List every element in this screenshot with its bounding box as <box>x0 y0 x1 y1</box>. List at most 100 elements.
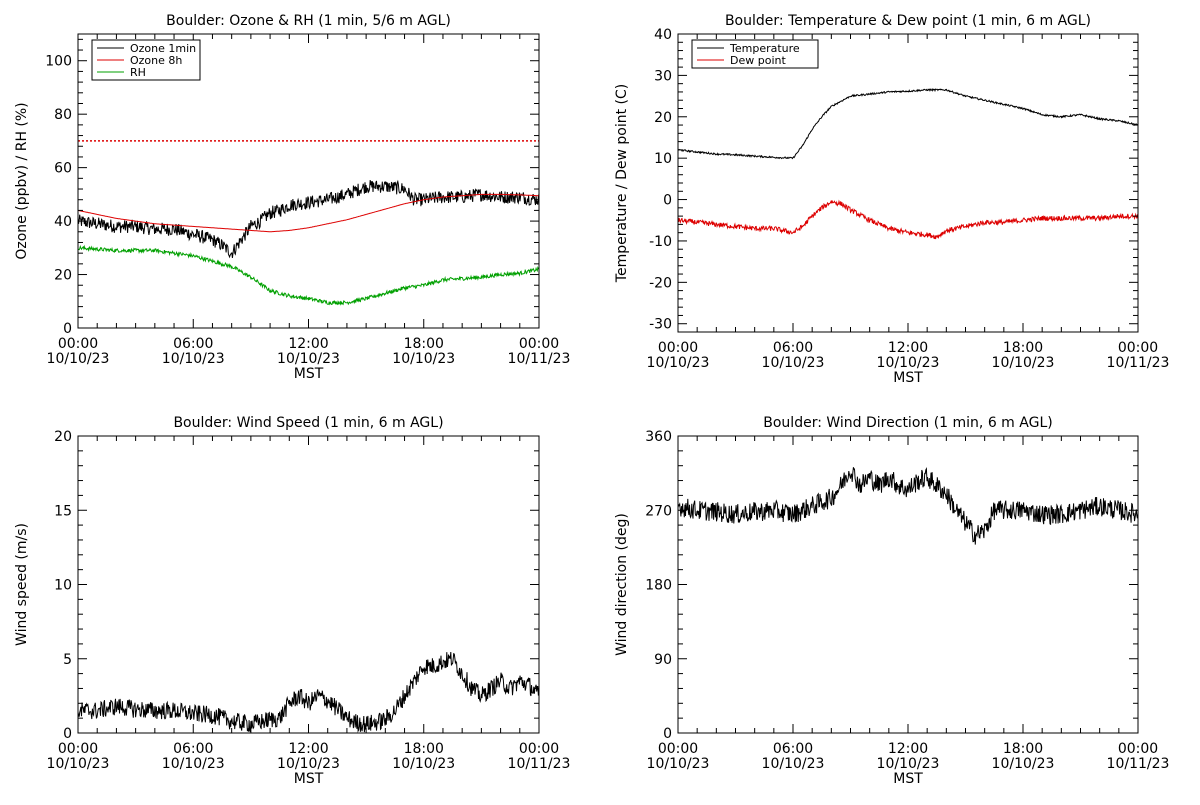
y-tick-label: 0 <box>663 726 672 742</box>
x-tick-date-label: 10/10/23 <box>992 756 1055 772</box>
x-axis-label: MST <box>294 366 324 382</box>
x-tick-date-label: 10/10/23 <box>162 756 225 772</box>
x-axis-label: MST <box>893 771 923 787</box>
x-tick-time-label: 00:00 <box>58 336 98 352</box>
y-tick-label: 0 <box>63 321 72 337</box>
x-tick-date-label: 10/11/23 <box>508 351 571 367</box>
x-tick-date-label: 10/10/23 <box>392 756 455 772</box>
y-tick-label: 20 <box>54 429 72 445</box>
y-tick-label: 15 <box>54 503 72 519</box>
x-axis-label: MST <box>893 370 923 386</box>
y-tick-label: -30 <box>649 317 672 333</box>
y-tick-label: 60 <box>54 161 72 177</box>
y-tick-label: 100 <box>45 54 72 70</box>
x-tick-date-label: 10/10/23 <box>762 355 825 371</box>
x-tick-time-label: 12:00 <box>888 340 928 356</box>
x-tick-time-label: 06:00 <box>773 340 813 356</box>
x-tick-time-label: 18:00 <box>1003 340 1043 356</box>
y-tick-label: 40 <box>654 27 672 43</box>
series-line-ozone-1min <box>78 179 539 259</box>
x-axis-label: MST <box>294 771 324 787</box>
y-tick-label: 10 <box>654 151 672 167</box>
y-tick-label: 0 <box>663 193 672 209</box>
x-tick-time-label: 18:00 <box>1003 741 1043 757</box>
y-tick-label: 90 <box>654 652 672 668</box>
y-tick-label: 80 <box>54 107 72 123</box>
x-tick-time-label: 00:00 <box>519 336 559 352</box>
x-tick-date-label: 10/11/23 <box>1107 756 1170 772</box>
legend-label: RH <box>130 66 146 79</box>
x-tick-date-label: 10/10/23 <box>162 351 225 367</box>
x-tick-time-label: 12:00 <box>288 336 328 352</box>
y-tick-label: 180 <box>645 578 672 594</box>
x-tick-date-label: 10/10/23 <box>647 355 710 371</box>
x-tick-date-label: 10/10/23 <box>277 756 340 772</box>
legend-label: Ozone 1min <box>130 42 196 55</box>
x-tick-date-label: 10/10/23 <box>877 355 940 371</box>
chart-title: Boulder: Ozone & RH (1 min, 5/6 m AGL) <box>166 13 451 29</box>
x-tick-date-label: 10/10/23 <box>47 351 110 367</box>
series-line-ozone-8h <box>78 193 539 233</box>
legend-label: Dew point <box>730 54 786 67</box>
x-tick-date-label: 10/11/23 <box>508 756 571 772</box>
plot-frame <box>677 435 1139 734</box>
series-line-1 <box>78 651 539 733</box>
x-tick-time-label: 06:00 <box>773 741 813 757</box>
y-tick-label: 270 <box>645 503 672 519</box>
y-tick-label: -20 <box>649 275 672 291</box>
x-tick-date-label: 10/10/23 <box>277 351 340 367</box>
x-tick-date-label: 10/11/23 <box>1107 355 1170 371</box>
y-tick-label: 10 <box>54 578 72 594</box>
series-line-dew-point <box>678 199 1138 240</box>
x-tick-time-label: 00:00 <box>519 741 559 757</box>
chart-title: Boulder: Wind Direction (1 min, 6 m AGL) <box>763 415 1052 431</box>
x-tick-time-label: 18:00 <box>404 741 444 757</box>
x-tick-date-label: 10/10/23 <box>392 351 455 367</box>
y-axis-label: Temperature / Dew point (C) <box>614 84 630 283</box>
series-line-temperature <box>678 87 1138 160</box>
chart-title: Boulder: Wind Speed (1 min, 6 m AGL) <box>173 415 443 431</box>
x-tick-date-label: 10/10/23 <box>47 756 110 772</box>
chart-panel-4 <box>677 435 1139 734</box>
x-tick-time-label: 18:00 <box>404 336 444 352</box>
x-tick-time-label: 06:00 <box>173 741 213 757</box>
x-tick-time-label: 00:00 <box>1118 741 1158 757</box>
x-tick-time-label: 00:00 <box>658 741 698 757</box>
x-tick-time-label: 12:00 <box>888 741 928 757</box>
chart-title: Boulder: Temperature & Dew point (1 min,… <box>725 13 1091 29</box>
plot-frame <box>77 435 540 734</box>
y-tick-label: 5 <box>63 652 72 668</box>
x-tick-time-label: 00:00 <box>58 741 98 757</box>
y-tick-label: 0 <box>63 726 72 742</box>
y-axis-label: Wind speed (m/s) <box>14 523 30 646</box>
x-tick-time-label: 06:00 <box>173 336 213 352</box>
series-line-1 <box>678 466 1138 545</box>
legend-label: Temperature <box>729 42 800 55</box>
y-tick-label: 20 <box>54 268 72 284</box>
x-tick-date-label: 10/10/23 <box>992 355 1055 371</box>
y-tick-label: 360 <box>645 429 672 445</box>
x-tick-date-label: 10/10/23 <box>762 756 825 772</box>
y-tick-label: 40 <box>54 214 72 230</box>
legend-box <box>691 39 819 69</box>
series-line-rh <box>78 244 539 306</box>
y-tick-label: 30 <box>654 68 672 84</box>
x-tick-time-label: 00:00 <box>658 340 698 356</box>
x-tick-date-label: 10/10/23 <box>647 756 710 772</box>
x-tick-time-label: 00:00 <box>1118 340 1158 356</box>
y-tick-label: -10 <box>649 234 672 250</box>
y-axis-label: Wind direction (deg) <box>614 513 630 656</box>
legend-label: Ozone 8h <box>130 54 182 67</box>
chart-panel-3 <box>77 435 540 734</box>
plot-frame <box>677 33 1139 333</box>
y-axis-label: Ozone (ppbv) / RH (%) <box>14 102 30 259</box>
x-tick-time-label: 12:00 <box>288 741 328 757</box>
x-tick-date-label: 10/10/23 <box>877 756 940 772</box>
y-tick-label: 20 <box>654 110 672 126</box>
